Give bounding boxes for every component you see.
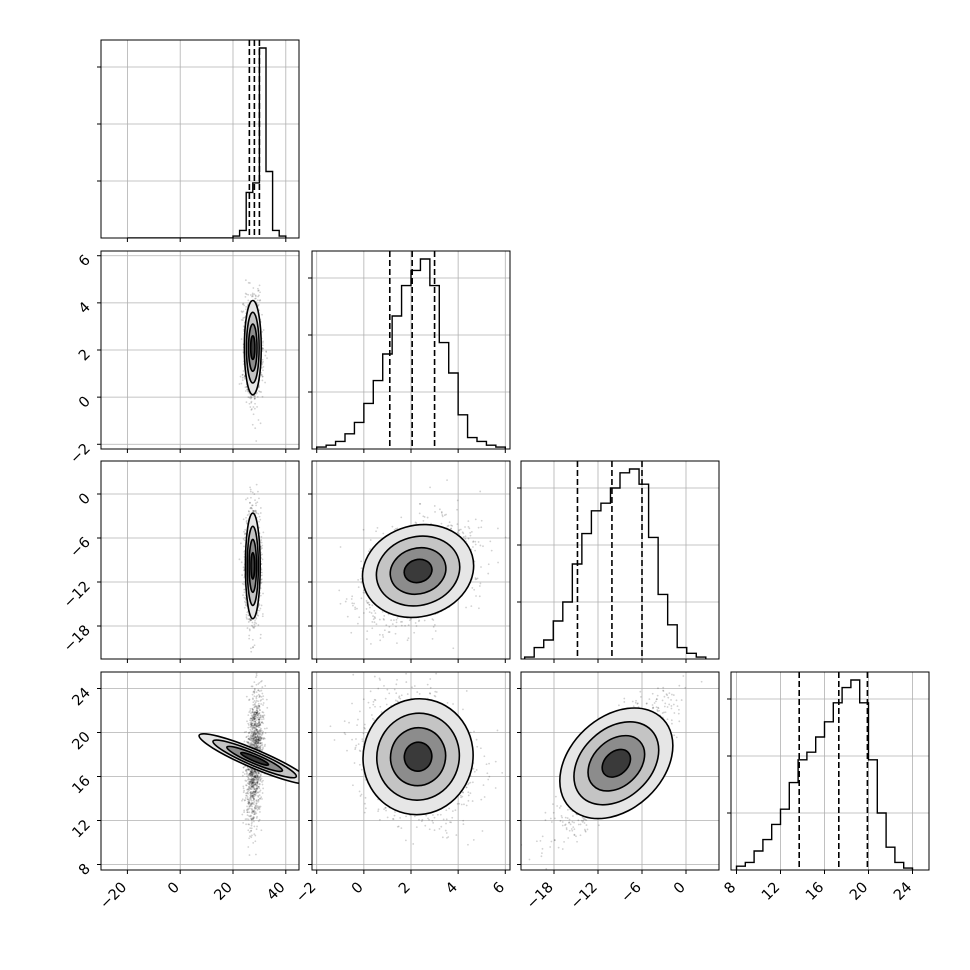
contour-level <box>403 558 433 584</box>
panel-content <box>312 461 510 659</box>
histogram-step <box>523 468 707 659</box>
panel-frame <box>100 460 300 660</box>
panel-pair-0-3 <box>100 671 300 871</box>
y-tick-label: −2 <box>67 441 93 467</box>
x-tick-label: 12 <box>759 880 783 904</box>
contour-level <box>250 551 256 580</box>
x-tick-label: 0 <box>349 880 367 898</box>
y-tick-label: 2 <box>76 347 94 365</box>
x-tick-label: −2 <box>293 880 319 906</box>
panel-pair-0-1 <box>100 250 300 450</box>
panel-hist-1 <box>308 250 511 450</box>
contour-level <box>249 335 256 361</box>
y-tick-label: 8 <box>76 861 94 879</box>
panel-content <box>521 461 719 659</box>
panel-pair-2-3 <box>520 671 720 871</box>
panel-content <box>521 672 719 870</box>
x-tick-label: 2 <box>396 880 414 898</box>
panel-content <box>101 40 299 238</box>
panel-content <box>101 461 299 659</box>
y-tick-label: 6 <box>76 252 94 270</box>
x-tick-label: 20 <box>847 880 871 904</box>
panel-pair-0-2 <box>100 460 300 660</box>
y-tick-label: 0 <box>76 491 94 509</box>
contour-level <box>601 748 632 778</box>
panel-content <box>312 251 510 449</box>
y-tick-label: 0 <box>76 394 94 412</box>
x-tick-label: 24 <box>891 880 915 904</box>
panel-hist-2 <box>517 460 720 660</box>
histogram-step <box>127 47 287 238</box>
x-tick-label: 20 <box>211 880 235 904</box>
panel-hist-0 <box>97 39 300 239</box>
panel-content <box>731 672 929 870</box>
x-tick-label: −20 <box>97 880 130 913</box>
contour-level <box>403 741 433 772</box>
panel-content <box>312 672 510 870</box>
y-tick-label: −12 <box>61 579 94 612</box>
y-tick-label: 24 <box>69 685 93 709</box>
panel-frame <box>520 460 720 660</box>
y-tick-label: −18 <box>61 623 94 656</box>
y-tick-label: 4 <box>76 299 94 317</box>
panel-pair-1-3 <box>311 671 511 871</box>
x-tick-label: 0 <box>671 880 689 898</box>
y-tick-label: 12 <box>69 817 93 841</box>
x-tick-label: −6 <box>618 880 644 906</box>
panel-content <box>101 672 299 870</box>
y-tick-label: −6 <box>67 535 93 561</box>
histogram-step <box>735 679 914 870</box>
x-tick-label: 8 <box>721 880 739 898</box>
panel-content <box>101 251 299 449</box>
y-tick-label: 16 <box>69 773 93 797</box>
x-tick-label: 0 <box>165 880 183 898</box>
panel-frame <box>730 671 930 871</box>
y-tick-label: 20 <box>69 729 93 753</box>
panel-frame <box>100 671 300 871</box>
panel-hist-3 <box>727 671 930 871</box>
x-tick-label: 4 <box>443 880 461 898</box>
x-tick-label: 6 <box>490 880 508 898</box>
x-tick-label: −18 <box>524 880 557 913</box>
x-tick-label: 16 <box>803 880 827 904</box>
x-tick-label: −12 <box>568 880 601 913</box>
histogram-step <box>316 258 506 449</box>
panel-pair-1-2 <box>311 460 511 660</box>
panel-frame <box>100 39 300 239</box>
x-tick-label: 40 <box>264 880 288 904</box>
panel-frame <box>520 671 720 871</box>
contour-level <box>239 751 270 766</box>
